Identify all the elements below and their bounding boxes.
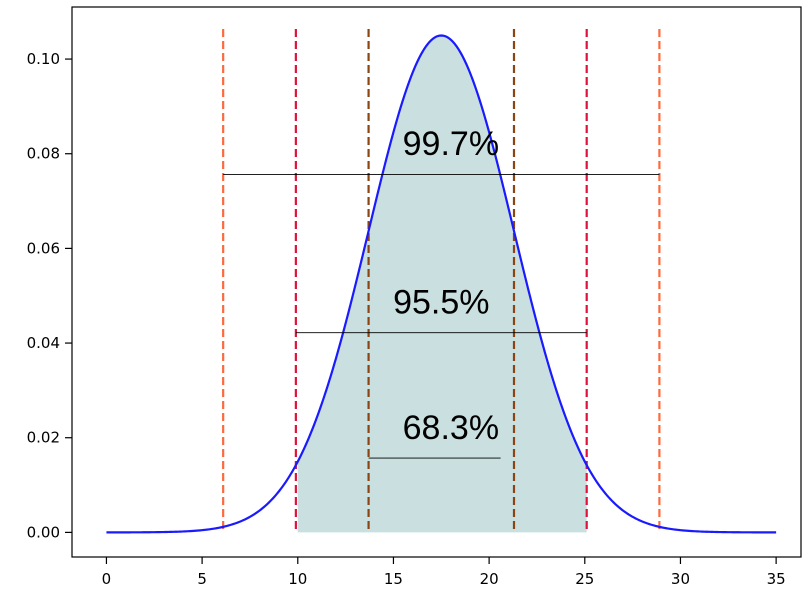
y-tick-label-5: 0.10 — [27, 50, 60, 68]
annotation-label-0: 99.7% — [403, 125, 499, 163]
x-tick-label-5: 25 — [575, 570, 594, 588]
y-tick-label-4: 0.08 — [27, 145, 60, 163]
x-tick-label-6: 30 — [671, 570, 690, 588]
x-tick-label-1: 5 — [197, 570, 207, 588]
annotation-label-1: 95.5% — [393, 284, 489, 322]
x-tick-label-0: 0 — [102, 570, 112, 588]
density-curve — [106, 34, 777, 534]
x-tick-label-2: 10 — [288, 570, 307, 588]
x-tick-label-4: 20 — [480, 570, 499, 588]
y-tick-label-3: 0.06 — [27, 239, 60, 257]
y-tick-label-1: 0.02 — [27, 429, 60, 447]
axes-layer: 0 5 10 15 20 25 30 35 0.00 0.02 0.04 0.06 0.08 0.10 — [27, 6, 802, 588]
plot-frame — [71, 6, 802, 558]
x-tick-label-7: 35 — [767, 570, 786, 588]
y-tick-label-2: 0.04 — [27, 334, 60, 352]
plot-layer: 99.7% 95.5% 68.3% — [106, 29, 777, 534]
y-tick-label-0: 0.00 — [27, 523, 60, 541]
x-tick-label-3: 15 — [384, 570, 403, 588]
annotation-label-2: 68.3% — [403, 409, 499, 447]
